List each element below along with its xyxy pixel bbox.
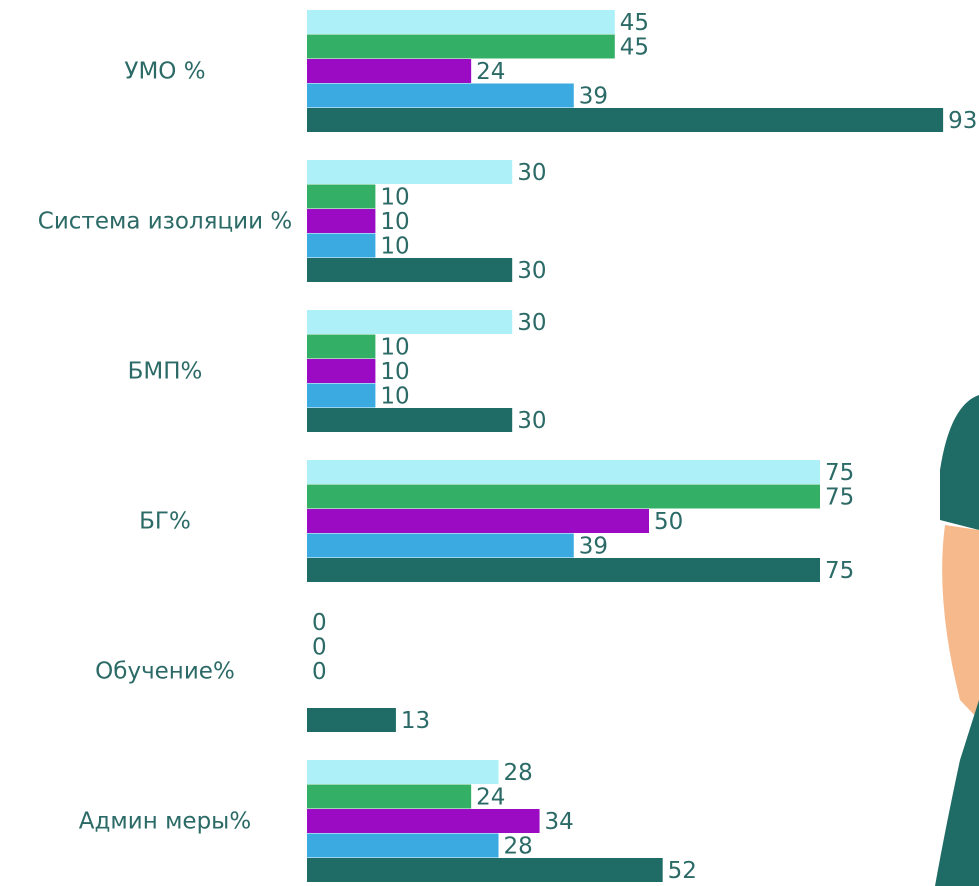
bar bbox=[307, 460, 820, 484]
bar bbox=[307, 809, 540, 833]
bar bbox=[307, 858, 663, 882]
category-label: Система изоляции % bbox=[38, 209, 292, 235]
bar bbox=[307, 708, 396, 732]
value-label: 93 bbox=[948, 108, 977, 134]
value-label: 45 bbox=[620, 10, 649, 36]
value-label: 34 bbox=[545, 809, 574, 835]
value-label: 45 bbox=[620, 34, 649, 60]
value-label: 30 bbox=[517, 258, 546, 284]
bar bbox=[307, 209, 375, 233]
bar bbox=[307, 335, 375, 359]
bar bbox=[307, 10, 615, 34]
value-label: 0 bbox=[312, 610, 327, 636]
value-label: 30 bbox=[517, 408, 546, 434]
value-label: 10 bbox=[380, 209, 409, 235]
value-label: 10 bbox=[380, 359, 409, 385]
bar bbox=[307, 485, 820, 509]
value-label: 39 bbox=[579, 533, 608, 559]
value-label: 10 bbox=[380, 383, 409, 409]
bar bbox=[307, 384, 375, 408]
value-label: 75 bbox=[825, 558, 854, 584]
bar bbox=[307, 185, 375, 209]
value-label: 24 bbox=[476, 784, 505, 810]
value-label: 28 bbox=[504, 833, 533, 859]
bar bbox=[307, 59, 471, 83]
value-label: 10 bbox=[380, 334, 409, 360]
category-label: Админ меры% bbox=[79, 809, 251, 835]
value-label: 50 bbox=[654, 509, 683, 535]
category-label: БМП% bbox=[128, 359, 203, 385]
illustration bbox=[935, 395, 979, 886]
value-label: 75 bbox=[825, 460, 854, 486]
bar bbox=[307, 258, 512, 282]
value-label: 10 bbox=[380, 184, 409, 210]
value-label: 10 bbox=[380, 233, 409, 259]
category-label: БГ% bbox=[139, 509, 191, 535]
page: УМО %4545243993Система изоляции %3010101… bbox=[0, 0, 979, 886]
category-label: Обучение% bbox=[95, 659, 235, 685]
value-label: 52 bbox=[668, 858, 697, 884]
bar bbox=[307, 84, 574, 108]
bar bbox=[307, 785, 471, 809]
value-label: 13 bbox=[401, 708, 430, 734]
value-label: 30 bbox=[517, 160, 546, 186]
bar bbox=[307, 108, 943, 132]
value-label: 0 bbox=[312, 634, 327, 660]
value-label: 24 bbox=[476, 59, 505, 85]
value-label: 30 bbox=[517, 310, 546, 336]
bar bbox=[307, 160, 512, 184]
value-label: 28 bbox=[504, 760, 533, 786]
bar bbox=[307, 234, 375, 258]
bar bbox=[307, 310, 512, 334]
bar bbox=[307, 359, 375, 383]
person-arm bbox=[942, 525, 979, 720]
bar bbox=[307, 834, 499, 858]
category-label: УМО % bbox=[124, 59, 205, 85]
bar bbox=[307, 509, 649, 533]
person-legs bbox=[935, 700, 979, 886]
chart: УМО %4545243993Система изоляции %3010101… bbox=[0, 0, 979, 886]
bar bbox=[307, 35, 615, 59]
bar bbox=[307, 558, 820, 582]
person-shirt bbox=[940, 395, 979, 530]
bar bbox=[307, 408, 512, 432]
bar bbox=[307, 534, 574, 558]
bar bbox=[307, 760, 499, 784]
value-label: 75 bbox=[825, 484, 854, 510]
value-label: 39 bbox=[579, 83, 608, 109]
value-label: 0 bbox=[312, 659, 327, 685]
